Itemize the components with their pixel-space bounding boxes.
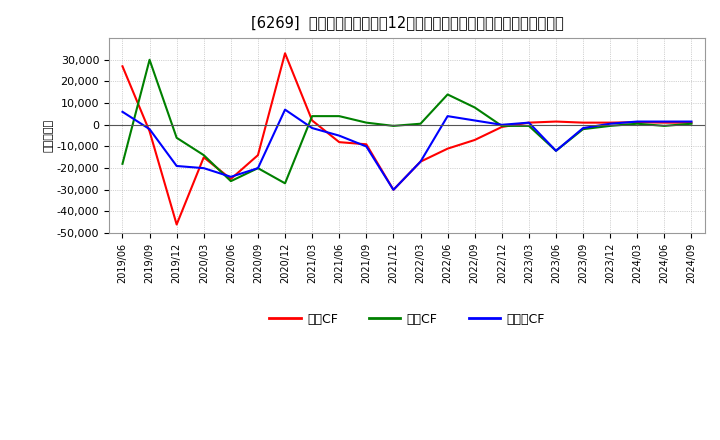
- Line: フリーCF: フリーCF: [122, 110, 691, 190]
- 投資CF: [633, 121, 642, 126]
- 営業CF: [308, 118, 317, 123]
- フリーCF: [416, 159, 425, 164]
- Title: [6269]  キャッシュフローの12か月移動合計の対前年同期増減額の推移: [6269] キャッシュフローの12か月移動合計の対前年同期増減額の推移: [251, 15, 563, 30]
- 投資CF: [335, 114, 343, 119]
- 投資CF: [172, 135, 181, 140]
- 投資CF: [253, 165, 262, 171]
- 営業CF: [362, 142, 371, 147]
- 投資CF: [579, 126, 588, 132]
- Y-axis label: （百万円）: （百万円）: [44, 119, 54, 152]
- 営業CF: [199, 155, 208, 160]
- フリーCF: [281, 107, 289, 112]
- 営業CF: [253, 153, 262, 158]
- フリーCF: [498, 122, 506, 128]
- フリーCF: [389, 187, 397, 192]
- フリーCF: [687, 119, 696, 124]
- 投資CF: [687, 121, 696, 126]
- 投資CF: [362, 120, 371, 125]
- フリーCF: [172, 163, 181, 169]
- 営業CF: [579, 120, 588, 125]
- 営業CF: [470, 137, 479, 143]
- 投資CF: [498, 123, 506, 128]
- 投資CF: [308, 114, 317, 119]
- フリーCF: [633, 119, 642, 124]
- 投資CF: [145, 57, 154, 62]
- フリーCF: [444, 114, 452, 119]
- 投資CF: [199, 153, 208, 158]
- フリーCF: [253, 165, 262, 171]
- フリーCF: [525, 120, 534, 125]
- 投資CF: [227, 179, 235, 184]
- フリーCF: [470, 118, 479, 123]
- 投資CF: [281, 181, 289, 186]
- 営業CF: [389, 187, 397, 192]
- 営業CF: [660, 120, 669, 125]
- 営業CF: [498, 125, 506, 130]
- Line: 営業CF: 営業CF: [122, 53, 691, 224]
- 投資CF: [118, 161, 127, 166]
- 営業CF: [525, 120, 534, 125]
- フリーCF: [118, 109, 127, 114]
- フリーCF: [552, 148, 560, 154]
- フリーCF: [362, 144, 371, 149]
- 営業CF: [552, 119, 560, 124]
- Legend: 営業CF, 投資CF, フリーCF: 営業CF, 投資CF, フリーCF: [264, 308, 549, 331]
- 投資CF: [525, 123, 534, 128]
- 投資CF: [606, 123, 614, 128]
- Line: 投資CF: 投資CF: [122, 60, 691, 183]
- 投資CF: [470, 105, 479, 110]
- フリーCF: [227, 174, 235, 180]
- 営業CF: [281, 51, 289, 56]
- 営業CF: [606, 120, 614, 125]
- 営業CF: [633, 120, 642, 125]
- 投資CF: [416, 121, 425, 126]
- フリーCF: [579, 125, 588, 131]
- 営業CF: [145, 128, 154, 134]
- 営業CF: [227, 176, 235, 182]
- フリーCF: [606, 121, 614, 126]
- 投資CF: [552, 148, 560, 154]
- フリーCF: [335, 133, 343, 138]
- 投資CF: [444, 92, 452, 97]
- 投資CF: [660, 123, 669, 128]
- 営業CF: [172, 222, 181, 227]
- フリーCF: [660, 119, 669, 124]
- 営業CF: [335, 139, 343, 145]
- フリーCF: [145, 126, 154, 132]
- フリーCF: [199, 165, 208, 171]
- 営業CF: [687, 120, 696, 125]
- 投資CF: [389, 123, 397, 128]
- 営業CF: [444, 146, 452, 151]
- 営業CF: [416, 159, 425, 164]
- 営業CF: [118, 64, 127, 69]
- フリーCF: [308, 125, 317, 131]
